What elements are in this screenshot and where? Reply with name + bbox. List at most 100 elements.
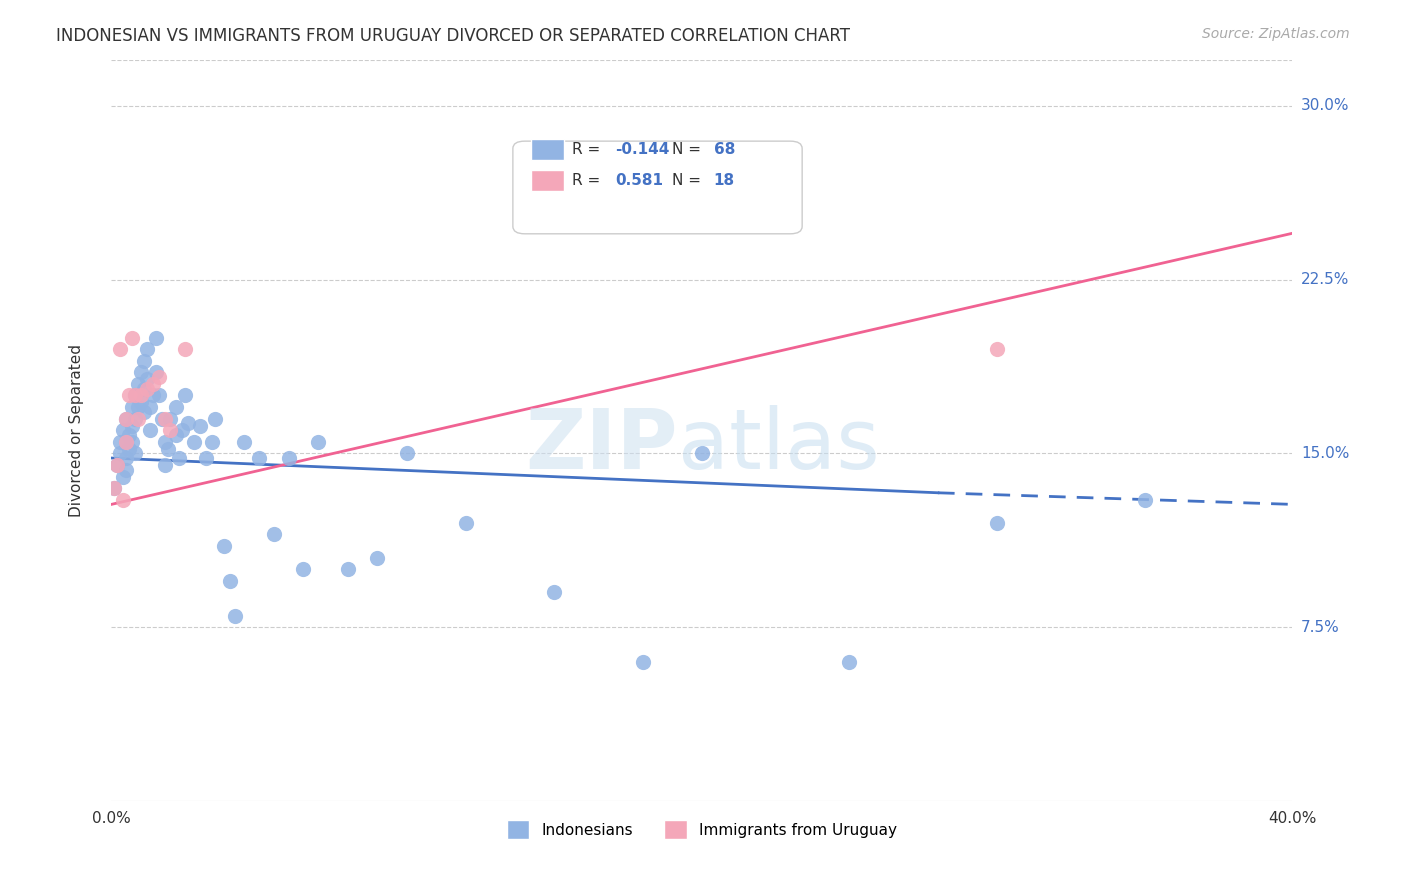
Point — [127, 400, 149, 414]
Point — [148, 370, 170, 384]
Point — [110, 342, 132, 356]
Point — [135, 382, 157, 396]
Point — [112, 469, 135, 483]
Point — [150, 411, 173, 425]
Point — [631, 655, 654, 669]
Point — [145, 330, 167, 344]
Text: R =: R = — [572, 142, 605, 157]
Point — [336, 562, 359, 576]
Bar — [530, 139, 564, 160]
Point — [174, 388, 197, 402]
Point — [103, 481, 125, 495]
Point — [204, 411, 226, 425]
Point — [124, 388, 146, 402]
Point — [118, 428, 141, 442]
Point — [115, 434, 138, 449]
Text: 15.0%: 15.0% — [1301, 446, 1350, 461]
Point — [145, 365, 167, 379]
Point — [115, 462, 138, 476]
Text: 0.581: 0.581 — [616, 173, 664, 188]
Point — [247, 450, 270, 465]
Point — [121, 400, 143, 414]
Point — [153, 458, 176, 472]
Bar — [530, 170, 564, 191]
Point — [292, 562, 315, 576]
Point — [121, 418, 143, 433]
Point — [110, 434, 132, 449]
Point — [139, 423, 162, 437]
Text: INDONESIAN VS IMMIGRANTS FROM URUGUAY DIVORCED OR SEPARATED CORRELATION CHART: INDONESIAN VS IMMIGRANTS FROM URUGUAY DI… — [56, 27, 851, 45]
Point — [124, 388, 146, 402]
Point — [690, 446, 713, 460]
Point — [307, 434, 329, 449]
Point — [395, 446, 418, 460]
Point — [115, 450, 138, 465]
Point — [115, 411, 138, 425]
Point — [103, 481, 125, 495]
Text: ZIP: ZIP — [526, 405, 678, 485]
Point — [115, 411, 138, 425]
Point — [366, 550, 388, 565]
Point — [129, 365, 152, 379]
Point — [172, 423, 194, 437]
Point — [135, 342, 157, 356]
Point — [142, 376, 165, 391]
Text: -0.144: -0.144 — [616, 142, 671, 157]
FancyBboxPatch shape — [513, 141, 803, 234]
Point — [156, 442, 179, 456]
Text: 18: 18 — [714, 173, 735, 188]
Text: 7.5%: 7.5% — [1301, 620, 1340, 634]
Point — [124, 446, 146, 460]
Point — [121, 330, 143, 344]
Point — [263, 527, 285, 541]
Text: 22.5%: 22.5% — [1301, 272, 1350, 287]
Point — [129, 388, 152, 402]
Point — [1133, 492, 1156, 507]
Point — [159, 423, 181, 437]
Point — [153, 434, 176, 449]
Text: Source: ZipAtlas.com: Source: ZipAtlas.com — [1202, 27, 1350, 41]
Text: 68: 68 — [714, 142, 735, 157]
Point — [165, 428, 187, 442]
Point — [201, 434, 224, 449]
Point — [218, 574, 240, 588]
Text: atlas: atlas — [678, 405, 880, 485]
Text: 30.0%: 30.0% — [1301, 98, 1350, 113]
Point — [105, 458, 128, 472]
Point — [129, 395, 152, 409]
Point — [543, 585, 565, 599]
Point — [105, 458, 128, 472]
Point — [174, 342, 197, 356]
Point — [194, 450, 217, 465]
Point — [165, 400, 187, 414]
Point — [454, 516, 477, 530]
Point — [110, 446, 132, 460]
Text: Divorced or Separated: Divorced or Separated — [69, 343, 83, 516]
Point — [838, 655, 860, 669]
Point — [142, 388, 165, 402]
Point — [132, 405, 155, 419]
Point — [169, 450, 191, 465]
Legend: Indonesians, Immigrants from Uruguay: Indonesians, Immigrants from Uruguay — [501, 814, 903, 845]
Point — [986, 516, 1008, 530]
Point — [132, 353, 155, 368]
Point — [118, 442, 141, 456]
Point — [177, 417, 200, 431]
Point — [132, 382, 155, 396]
Point — [148, 388, 170, 402]
Point — [112, 423, 135, 437]
Point — [153, 411, 176, 425]
Point — [277, 450, 299, 465]
Point — [127, 376, 149, 391]
Text: N =: N = — [672, 173, 706, 188]
Point — [135, 372, 157, 386]
Point — [112, 492, 135, 507]
Point — [121, 434, 143, 449]
Text: R =: R = — [572, 173, 605, 188]
Point — [139, 400, 162, 414]
Text: N =: N = — [672, 142, 706, 157]
Point — [124, 411, 146, 425]
Point — [115, 434, 138, 449]
Point — [188, 418, 211, 433]
Point — [183, 434, 205, 449]
